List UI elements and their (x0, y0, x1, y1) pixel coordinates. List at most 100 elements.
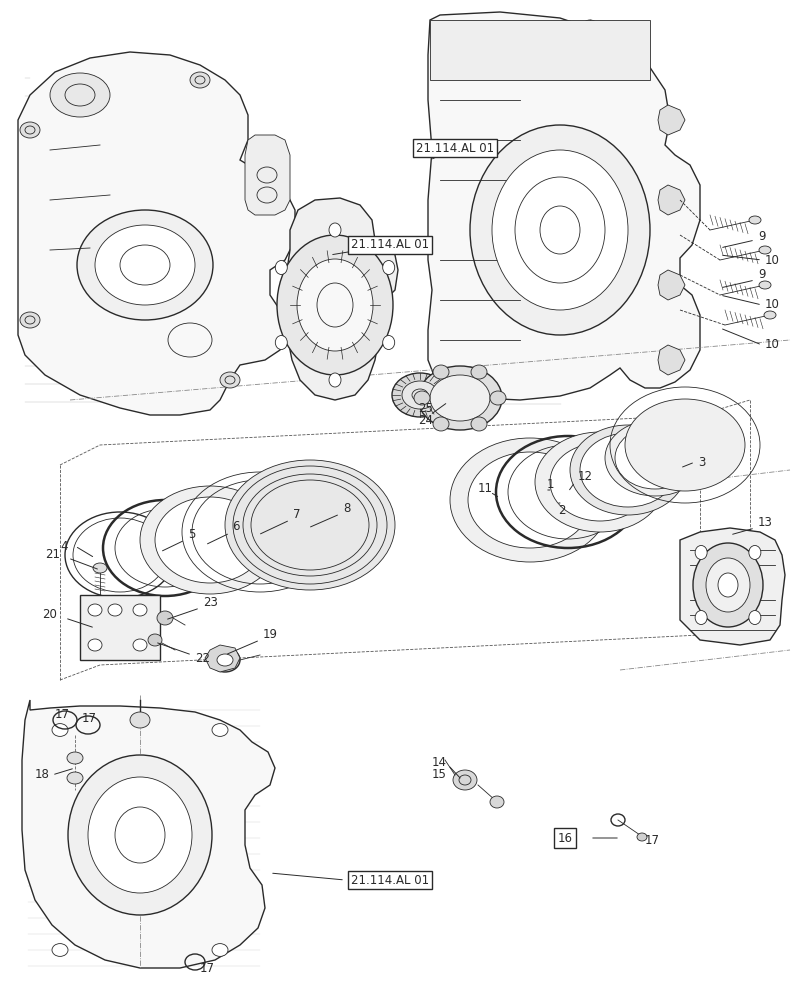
Ellipse shape (414, 391, 430, 405)
Text: 11: 11 (478, 482, 493, 494)
Ellipse shape (759, 281, 771, 289)
Text: 17: 17 (645, 834, 660, 846)
Ellipse shape (133, 639, 147, 651)
Text: 10: 10 (765, 338, 780, 352)
Ellipse shape (88, 639, 102, 651)
Ellipse shape (276, 336, 288, 350)
Text: 23: 23 (203, 595, 218, 608)
Ellipse shape (580, 433, 676, 507)
Ellipse shape (212, 724, 228, 736)
Ellipse shape (490, 391, 506, 405)
Ellipse shape (693, 543, 763, 627)
Polygon shape (680, 528, 785, 645)
Polygon shape (658, 345, 685, 375)
Text: 21: 21 (45, 548, 60, 562)
Text: 12: 12 (578, 470, 593, 483)
Ellipse shape (615, 427, 695, 489)
Ellipse shape (470, 125, 650, 335)
Ellipse shape (88, 604, 102, 616)
Text: 10: 10 (765, 298, 780, 312)
Ellipse shape (535, 432, 665, 532)
Polygon shape (22, 700, 275, 968)
Text: 8: 8 (343, 502, 351, 514)
Text: 17: 17 (55, 708, 70, 720)
Ellipse shape (190, 72, 210, 88)
Text: 21.114.AL 01: 21.114.AL 01 (351, 874, 429, 886)
Ellipse shape (20, 312, 40, 328)
Polygon shape (285, 198, 398, 400)
Ellipse shape (217, 654, 233, 666)
Text: 4: 4 (60, 540, 68, 552)
Text: 17: 17 (82, 712, 97, 724)
Ellipse shape (50, 73, 110, 117)
Text: 2: 2 (558, 504, 566, 516)
Ellipse shape (764, 311, 776, 319)
Polygon shape (18, 52, 295, 415)
Polygon shape (205, 645, 240, 672)
Text: 15: 15 (432, 768, 447, 782)
Text: 20: 20 (42, 608, 57, 621)
Ellipse shape (492, 150, 628, 310)
Ellipse shape (749, 216, 761, 224)
Ellipse shape (297, 259, 373, 351)
Ellipse shape (706, 558, 750, 612)
Ellipse shape (77, 210, 213, 320)
Text: 1: 1 (547, 478, 554, 490)
Ellipse shape (220, 372, 240, 388)
Ellipse shape (490, 796, 504, 808)
Ellipse shape (140, 486, 280, 594)
Ellipse shape (88, 777, 192, 893)
Ellipse shape (402, 381, 438, 409)
Text: 6: 6 (232, 520, 239, 534)
Ellipse shape (329, 373, 341, 387)
Text: 13: 13 (758, 516, 773, 528)
Ellipse shape (605, 420, 705, 496)
Text: 17: 17 (200, 962, 215, 974)
Ellipse shape (212, 944, 228, 956)
Text: 7: 7 (293, 508, 301, 520)
Ellipse shape (383, 336, 394, 350)
Ellipse shape (418, 366, 502, 430)
Bar (80, 595, 160, 660)
Polygon shape (658, 105, 685, 135)
Ellipse shape (433, 417, 449, 431)
Text: 5: 5 (188, 528, 196, 540)
Ellipse shape (20, 122, 40, 138)
Ellipse shape (450, 438, 610, 562)
Ellipse shape (155, 497, 265, 583)
Ellipse shape (133, 604, 147, 616)
Ellipse shape (383, 260, 394, 274)
Ellipse shape (471, 417, 487, 431)
Text: 10: 10 (765, 253, 780, 266)
Ellipse shape (578, 20, 602, 50)
Ellipse shape (130, 712, 150, 728)
Polygon shape (428, 12, 700, 400)
Ellipse shape (570, 425, 686, 515)
Text: 14: 14 (432, 756, 447, 768)
Ellipse shape (759, 246, 771, 254)
Ellipse shape (108, 604, 122, 616)
Ellipse shape (68, 755, 212, 915)
Text: 25: 25 (418, 401, 433, 414)
Ellipse shape (52, 724, 68, 736)
Ellipse shape (148, 634, 162, 646)
Ellipse shape (157, 611, 173, 625)
Ellipse shape (749, 611, 761, 625)
Ellipse shape (392, 373, 448, 417)
Ellipse shape (277, 235, 393, 375)
Text: 16: 16 (558, 832, 573, 844)
Text: 19: 19 (263, 629, 278, 642)
Ellipse shape (468, 452, 592, 548)
Ellipse shape (95, 225, 195, 305)
Ellipse shape (471, 365, 487, 379)
Text: 9: 9 (758, 268, 765, 282)
Ellipse shape (550, 443, 650, 521)
Ellipse shape (453, 770, 477, 790)
Text: 24: 24 (418, 414, 433, 426)
Ellipse shape (430, 375, 490, 421)
Ellipse shape (225, 460, 395, 590)
Polygon shape (430, 20, 650, 80)
Ellipse shape (749, 545, 761, 559)
Ellipse shape (67, 752, 83, 764)
Ellipse shape (276, 260, 288, 274)
